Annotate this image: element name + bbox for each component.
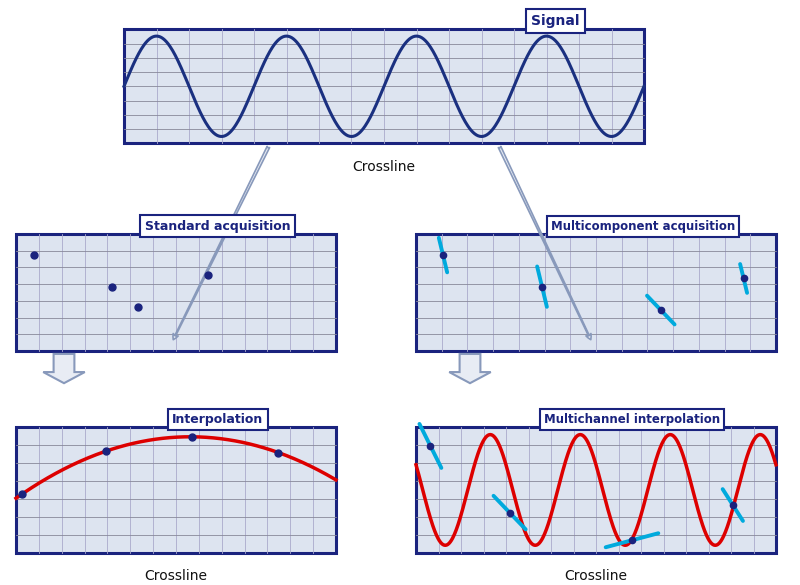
- Bar: [124, 29, 644, 143]
- Text: Crossline: Crossline: [145, 569, 207, 583]
- Text: Signal: Signal: [531, 14, 580, 28]
- Bar: [16, 427, 336, 553]
- Text: Standard acquisition: Standard acquisition: [145, 220, 290, 233]
- Bar: [416, 427, 776, 553]
- Bar: [416, 234, 776, 351]
- Text: Crossline: Crossline: [565, 569, 627, 583]
- Bar: [16, 234, 336, 351]
- Text: Interpolation: Interpolation: [172, 413, 263, 426]
- Text: Multicomponent acquisition: Multicomponent acquisition: [550, 220, 735, 233]
- Text: Crossline: Crossline: [353, 160, 415, 174]
- Polygon shape: [43, 354, 85, 383]
- Text: Multichannel interpolation: Multichannel interpolation: [544, 413, 720, 426]
- Polygon shape: [450, 354, 491, 383]
